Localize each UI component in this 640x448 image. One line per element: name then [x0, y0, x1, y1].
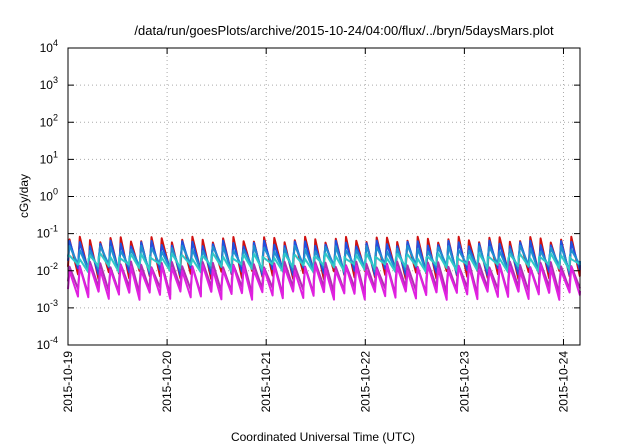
x-tick-label: 2015-10-20	[160, 351, 174, 413]
x-tick-label: 2015-10-23	[457, 351, 471, 413]
x-tick-label: 2015-10-22	[358, 351, 372, 413]
y-tick-label: 10-4	[37, 335, 58, 352]
x-tick-label: 2015-10-24	[556, 351, 570, 413]
series-group	[67, 235, 581, 301]
y-axis-ticks: 10-4 10-3 10-2 10-1 100 101 102 103 104	[37, 38, 580, 352]
y-tick-label: 103	[40, 75, 58, 92]
series-line-4	[67, 252, 581, 274]
y-tick-label: 104	[40, 38, 58, 55]
y-tick-label: 10-3	[37, 298, 58, 315]
x-axis-ticks: 2015-10-19 2015-10-20 2015-10-21 2015-10-22…	[61, 48, 570, 412]
series-line-6	[67, 264, 581, 301]
y-tick-label: 100	[40, 187, 58, 204]
grid-lines	[67, 47, 580, 346]
y-axis-label: cGy/day	[17, 174, 31, 218]
x-tick-label: 2015-10-19	[61, 351, 75, 413]
x-tick-label: 2015-10-21	[259, 351, 273, 413]
chart-title: /data/run/goesPlots/archive/2015-10-24/0…	[134, 23, 554, 38]
y-tick-label: 101	[40, 149, 58, 166]
y-tick-label: 10-2	[37, 261, 58, 278]
y-tick-label: 102	[40, 112, 58, 129]
y-tick-label: 10-1	[37, 224, 58, 241]
x-axis-label: Coordinated Universal Time (UTC)	[231, 430, 415, 444]
